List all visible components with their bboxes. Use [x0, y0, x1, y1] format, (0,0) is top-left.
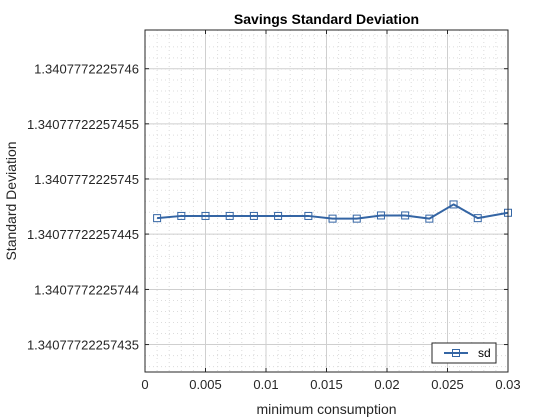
y-tick-label: 1.3407772225744	[34, 282, 139, 297]
data-point	[473, 214, 482, 223]
x-tick-labels: 0 0.005 0.01 0.015 0.02 0.025 0.03	[141, 377, 520, 392]
data-point	[425, 214, 434, 223]
y-axis-label: Standard Deviation	[3, 141, 19, 260]
data-point	[201, 211, 210, 220]
series-layer	[153, 200, 512, 223]
x-tick-label: 0.025	[431, 377, 464, 392]
series-line-sd	[157, 203, 509, 220]
x-axis-label: minimum consumption	[256, 401, 396, 417]
x-tick-label: 0	[141, 377, 148, 392]
chart-title: Savings Standard Deviation	[234, 11, 419, 27]
data-point	[249, 211, 258, 220]
x-tick-label: 0.01	[253, 377, 278, 392]
x-tick-label: 0.02	[374, 377, 399, 392]
data-point	[376, 211, 385, 220]
y-tick-labels: 1.34077722257435 1.3407772225744 1.3407772…	[27, 62, 139, 353]
y-tick-label: 1.34077722257435	[27, 338, 139, 353]
data-point	[225, 211, 234, 220]
ticks-layer	[144, 30, 509, 372]
data-point	[328, 214, 337, 223]
legend[interactable]: sd	[431, 342, 497, 364]
data-point	[304, 211, 313, 220]
y-tick-label: 1.3407772225745	[34, 172, 139, 187]
legend-marker-sample	[452, 349, 460, 357]
data-point	[449, 200, 458, 209]
x-tick-label: 0.005	[189, 377, 222, 392]
y-tick-label: 1.34077722257455	[27, 117, 139, 132]
data-point	[153, 214, 162, 223]
data-point	[352, 214, 361, 223]
legend-entry-sd: sd	[478, 346, 491, 360]
data-point	[401, 211, 410, 220]
x-tick-label: 0.015	[310, 377, 343, 392]
y-tick-label: 1.3407772225746	[34, 62, 139, 77]
data-point	[274, 211, 283, 220]
y-tick-label: 1.34077722257445	[27, 227, 139, 242]
x-tick-label: 0.03	[495, 377, 520, 392]
data-point	[177, 211, 186, 220]
